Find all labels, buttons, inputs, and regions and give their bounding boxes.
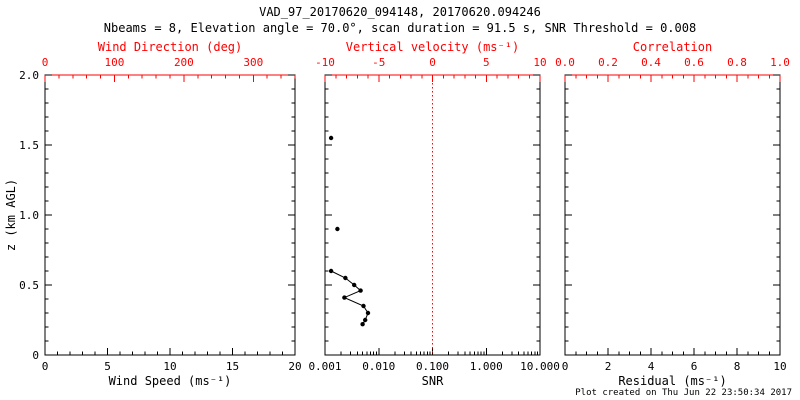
x-tick-label: 10 <box>163 360 176 373</box>
top-tick-label: 0.4 <box>641 56 661 69</box>
panel-residual: 0 2 4 6 8 10 Residual (ms⁻¹) 0.0 0.2 0.4 0.6 0.8 1.0… <box>555 40 790 388</box>
top-axis-title: Wind Direction (deg) <box>98 40 243 54</box>
plot-created-timestamp: Plot created on Thu Jun 22 23:50:34 2017 <box>575 388 792 398</box>
top-tick-label: -10 <box>315 56 335 69</box>
x-tick-label: 10 <box>773 360 786 373</box>
x-tick-label: 0 <box>562 360 569 373</box>
top-axis-title: Correlation <box>633 40 712 54</box>
x-tick-label: 0.010 <box>362 360 395 373</box>
x-tick-label: 4 <box>648 360 655 373</box>
top-tick-label: 200 <box>174 56 194 69</box>
top-tick-label: 0.8 <box>727 56 747 69</box>
top-tick-label: 300 <box>243 56 263 69</box>
x-tick-label: 2 <box>605 360 612 373</box>
y-tick-label: 1.5 <box>19 139 39 152</box>
top-axis-title: Vertical velocity (ms⁻¹) <box>346 40 519 54</box>
panel-snr: 0.001 0.010 0.100 1.000 10.000 SNR -10 -5 0 5 10 Ve… <box>308 40 559 388</box>
plot-box <box>564 74 781 356</box>
x-tick-label: 0.100 <box>416 360 449 373</box>
y-tick-label: 0 <box>32 349 39 362</box>
x-axis-title: Residual (ms⁻¹) <box>618 374 726 388</box>
x-axis-title: SNR <box>422 374 444 388</box>
data-point <box>343 275 348 281</box>
top-tick-label: 0.6 <box>684 56 704 69</box>
plot-box <box>44 74 296 356</box>
data-point <box>335 226 340 232</box>
top-tick-label: 1.0 <box>770 56 790 69</box>
x-tick-label: 1.000 <box>470 360 503 373</box>
series-snr-isolated-points <box>328 135 340 232</box>
x-axis-title: Wind Speed (ms⁻¹) <box>109 374 232 388</box>
data-point <box>361 303 366 309</box>
top-tick-label: 0 <box>42 56 49 69</box>
data-point <box>328 135 334 141</box>
data-point <box>360 322 365 327</box>
data-point <box>363 317 368 323</box>
plot-title: VAD_97_20170620_094148, 20170620.094246 <box>259 5 541 19</box>
x-tick-label: 6 <box>691 360 698 373</box>
top-tick-label: 100 <box>105 56 125 69</box>
data-point <box>352 282 357 288</box>
y-axis-title: z (km AGL) <box>4 179 18 251</box>
series-snr-profile <box>328 268 371 327</box>
y-tick-label: 1.0 <box>19 209 39 222</box>
top-tick-label: -5 <box>372 56 385 69</box>
top-tick-label: 5 <box>483 56 490 69</box>
x-tick-label: 20 <box>288 360 301 373</box>
top-tick-label: 10 <box>533 56 546 69</box>
x-tick-label: 8 <box>734 360 741 373</box>
x-tick-label: 15 <box>226 360 239 373</box>
x-tick-label: 0.001 <box>308 360 341 373</box>
x-tick-label: 5 <box>104 360 111 373</box>
top-tick-label: 0.2 <box>598 56 618 69</box>
x-tick-label: 10.000 <box>520 360 560 373</box>
data-point <box>365 310 371 316</box>
plot-subtitle: Nbeams = 8, Elevation angle = 70.0°, sca… <box>103 21 697 35</box>
profile-line <box>330 270 369 325</box>
data-point <box>342 295 347 300</box>
y-tick-label: 0.5 <box>19 279 39 292</box>
data-point <box>328 268 334 274</box>
x-tick-label: 0 <box>42 360 49 373</box>
top-tick-label: 0.0 <box>555 56 575 69</box>
top-tick-label: 0 <box>429 56 436 69</box>
y-tick-label: 2.0 <box>19 69 39 82</box>
data-point <box>358 288 363 293</box>
